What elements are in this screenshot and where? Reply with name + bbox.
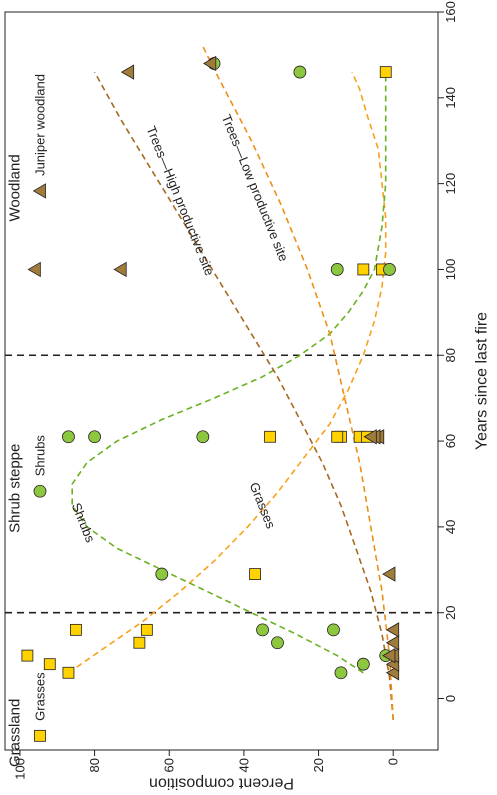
point-grasses: [62, 666, 75, 679]
point-juniper-woodland: [363, 429, 377, 445]
point-shrubs: [356, 657, 370, 671]
legend-label-shrubs: Shrubs: [33, 435, 48, 477]
data-point-layer: [21, 55, 400, 681]
zone-label-shrub-steppe: Shrub steppe: [7, 444, 24, 533]
point-juniper-woodland: [27, 261, 41, 278]
point-grasses: [140, 623, 153, 636]
point-shrubs: [293, 65, 307, 79]
point-juniper-woodland: [113, 261, 127, 278]
point-shrubs: [256, 623, 269, 637]
legend-marker-grasses: [34, 729, 46, 742]
point-juniper-woodland: [385, 635, 400, 651]
point-shrubs: [330, 263, 344, 276]
point-grasses: [379, 66, 392, 78]
x-tick-label: 120: [443, 173, 458, 195]
x-tick-label: 60: [443, 434, 458, 448]
x-tick-label: 140: [443, 87, 458, 109]
plot-frame: [4, 11, 439, 751]
y-tick-label: 0: [386, 758, 401, 765]
x-tick-label: 0: [443, 695, 458, 702]
curve-grasses: [68, 71, 387, 674]
x-tick-label: 100: [443, 259, 458, 281]
curve-label-grasses: Grasses: [247, 480, 279, 531]
point-grasses: [331, 430, 344, 443]
curve-shrubs: [71, 72, 387, 674]
x-tick-label: 160: [443, 1, 458, 23]
y-axis-title: Percent composition: [149, 775, 294, 792]
y-tick-label: 100: [12, 758, 27, 780]
zone-label-woodland: Woodland: [7, 154, 24, 221]
x-tick-label: 40: [443, 520, 458, 534]
point-grasses: [21, 649, 34, 662]
point-shrubs: [62, 430, 75, 444]
point-shrubs: [383, 263, 396, 276]
legend-marker-shrubs: [33, 484, 47, 498]
x-tick-label: 20: [443, 605, 458, 619]
point-juniper-woodland: [120, 64, 135, 80]
curve-label-shrubs: Shrubs: [69, 501, 99, 545]
legend-marker-juniper-woodland: [32, 183, 46, 199]
fit-curve-layer: [68, 45, 394, 721]
zone-label-grassland: Grassland: [7, 699, 24, 767]
y-tick-label: 60: [162, 758, 177, 772]
point-grasses: [249, 568, 261, 580]
zone-boundary-layer: [5, 354, 438, 614]
curve-trees-high-productive-site: [93, 71, 394, 721]
point-shrubs: [271, 636, 284, 650]
point-juniper-woodland: [203, 55, 217, 72]
text-label-layer: Years since last fire Percent composition…: [7, 74, 491, 791]
point-grasses: [264, 430, 276, 443]
point-shrubs: [327, 623, 340, 637]
point-grasses: [357, 263, 370, 276]
axis-tick-layer: 0 20 40 60 80 100 120 140 160 0 20 40 60 80 100: [12, 1, 458, 780]
point-juniper-woodland: [385, 622, 400, 638]
curve-label-trees-high-productive-site: Trees—High productive site: [144, 124, 218, 278]
point-juniper-woodland: [382, 566, 396, 582]
curve-trees-low-productive-site: [202, 45, 394, 721]
y-tick-label: 20: [311, 758, 326, 772]
x-axis-title: Years since last fire: [474, 312, 491, 450]
y-tick-label: 40: [236, 758, 251, 772]
legend-label-juniper-woodland: Juniper woodland: [33, 74, 48, 176]
y-tick-label: 80: [87, 758, 102, 772]
point-juniper-woodland: [382, 647, 396, 664]
point-grasses: [70, 623, 82, 636]
point-shrubs: [196, 430, 210, 444]
point-shrubs: [155, 567, 169, 581]
point-shrubs: [88, 430, 101, 444]
point-grasses: [133, 636, 146, 649]
curve-label-trees-low-productive-site: Trees—Low productive site: [219, 112, 292, 263]
x-tick-label: 80: [443, 348, 458, 362]
point-shrubs: [334, 666, 348, 680]
point-grasses: [43, 658, 56, 671]
legend-label-grasses: Grasses: [33, 672, 48, 721]
